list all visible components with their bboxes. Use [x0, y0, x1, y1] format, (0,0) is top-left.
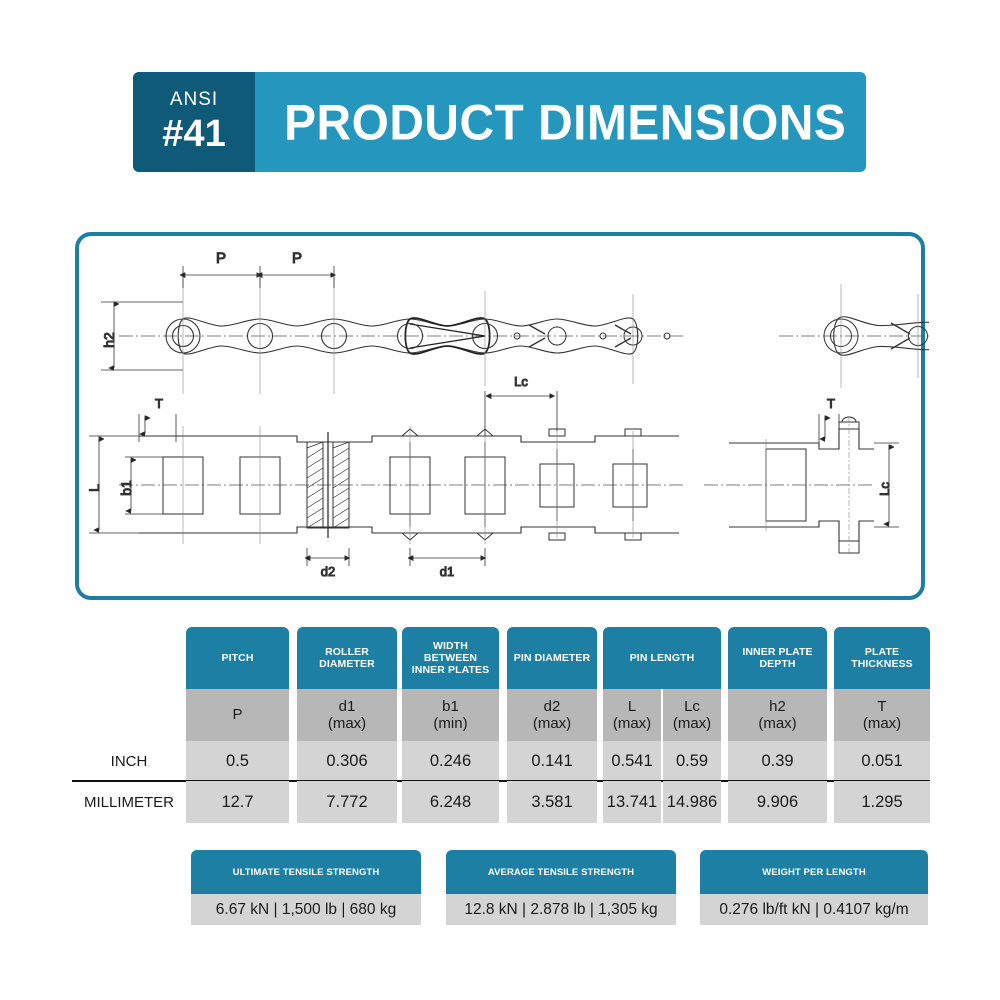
- svg-text:d1: d1: [440, 564, 454, 579]
- svg-text:T: T: [155, 396, 163, 411]
- svg-text:P: P: [216, 250, 226, 267]
- svg-text:b1: b1: [118, 480, 134, 496]
- svg-text:Lc: Lc: [877, 482, 892, 496]
- svg-text:P: P: [292, 250, 302, 267]
- svg-text:d2: d2: [321, 564, 335, 579]
- svg-text:Lc: Lc: [514, 374, 528, 389]
- svg-text:h2: h2: [101, 332, 117, 348]
- svg-text:T: T: [827, 396, 835, 411]
- svg-text:L: L: [86, 484, 102, 492]
